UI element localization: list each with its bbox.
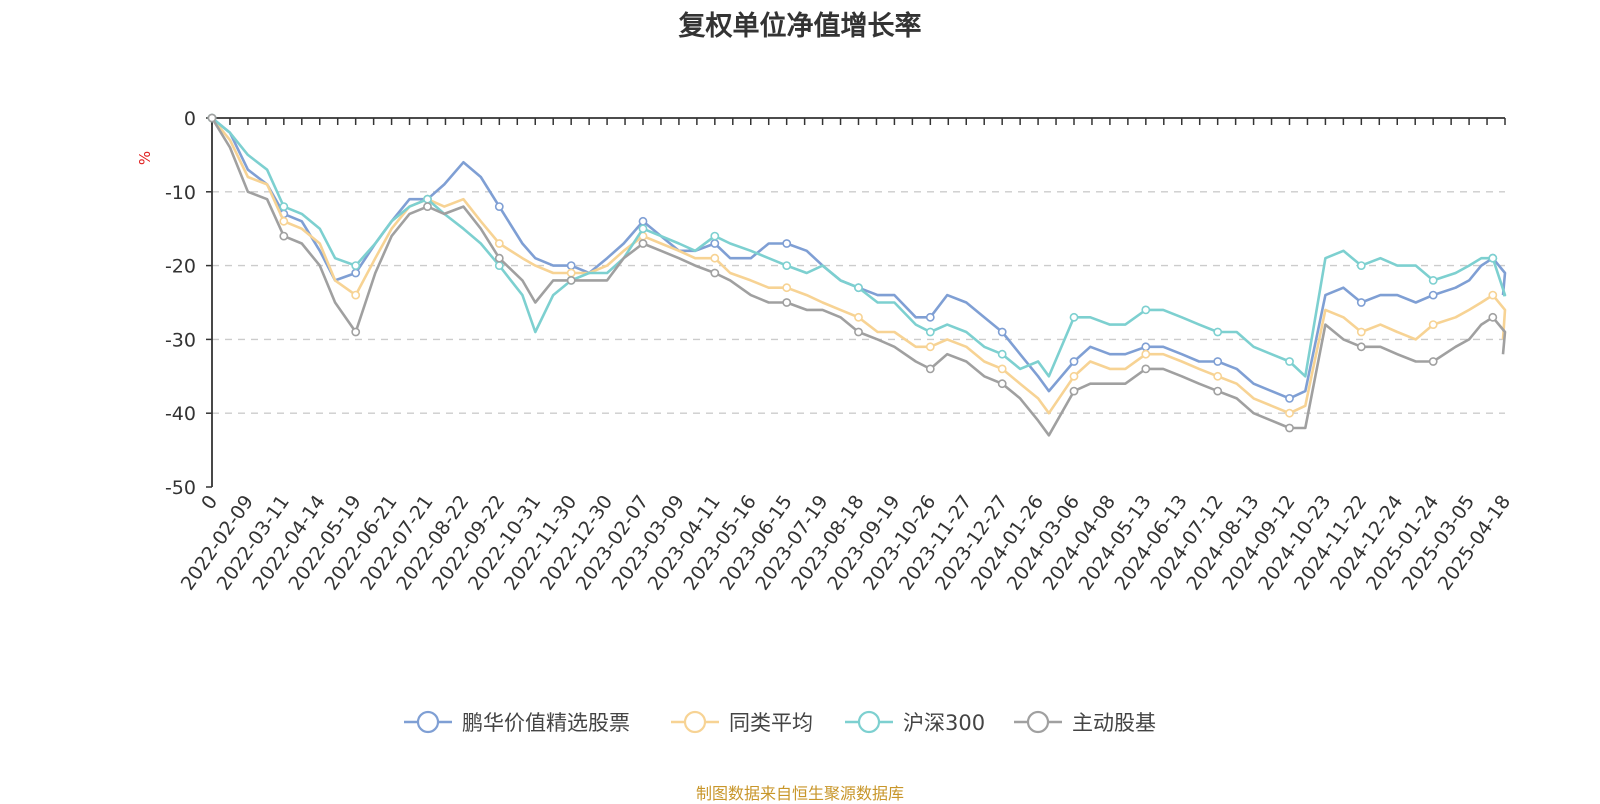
data-point	[710, 268, 720, 278]
data-point	[854, 283, 863, 293]
y-axis-label: %	[136, 151, 154, 165]
y-tick-label: -40	[165, 403, 196, 425]
data-point	[1428, 320, 1438, 329]
data-point	[997, 349, 1007, 359]
data-point	[1356, 327, 1366, 337]
data-point	[1069, 312, 1079, 322]
legend-marker	[683, 710, 707, 734]
data-point	[1356, 298, 1366, 307]
data-point	[207, 113, 217, 123]
data-point	[1141, 364, 1151, 374]
data-point	[997, 379, 1007, 389]
series-line-2	[211, 116, 1507, 378]
data-point	[638, 224, 648, 234]
data-point	[710, 253, 720, 263]
data-point	[566, 261, 576, 270]
data-point	[925, 342, 935, 352]
data-point	[423, 202, 432, 211]
data-point	[638, 239, 648, 248]
data-point	[351, 261, 361, 270]
series-lines	[207, 113, 1507, 437]
axes: 0-10-20-30-40-50%02022-02-092022-03-1120…	[136, 108, 1515, 594]
data-point	[423, 194, 432, 204]
data-point	[494, 253, 504, 263]
legend-label: 鹏华价值精选股票	[462, 711, 630, 735]
data-point	[782, 239, 792, 248]
data-point	[494, 239, 504, 248]
data-point	[1285, 357, 1294, 366]
data-point	[1213, 357, 1223, 366]
data-point	[1213, 386, 1223, 396]
x-tick-label: 0	[197, 491, 222, 514]
data-point	[710, 239, 720, 248]
data-point	[351, 268, 361, 278]
data-point	[997, 364, 1007, 374]
data-point	[1141, 305, 1151, 315]
data-point	[1488, 312, 1498, 322]
legend-label: 同类平均	[729, 711, 813, 735]
data-point	[1428, 275, 1438, 285]
legend[interactable]: 鹏华价值精选股票 同类平均 沪深300 主动股基	[404, 710, 1156, 735]
data-point	[782, 261, 792, 270]
data-point	[782, 283, 792, 293]
data-point	[782, 298, 792, 307]
y-tick-label: -10	[165, 182, 196, 204]
data-point	[1488, 290, 1498, 300]
data-point	[710, 231, 720, 241]
data-point	[1069, 371, 1079, 381]
data-point	[1356, 342, 1366, 352]
legend-marker	[416, 710, 440, 734]
series-line-1	[210, 117, 1507, 415]
data-point	[566, 275, 576, 285]
series-line-0	[211, 116, 1507, 400]
data-point	[1356, 261, 1366, 270]
data-point	[925, 327, 935, 337]
data-point	[997, 327, 1007, 337]
data-point	[1285, 423, 1294, 433]
data-point	[1285, 408, 1294, 418]
data-point	[351, 290, 361, 300]
data-point	[351, 327, 361, 337]
data-point	[1213, 371, 1223, 381]
data-point	[854, 312, 863, 322]
data-point	[279, 202, 289, 211]
data-point	[1069, 357, 1079, 366]
data-point	[638, 216, 648, 226]
data-point	[1069, 386, 1079, 396]
y-tick-label: 0	[184, 108, 196, 130]
data-point	[1285, 393, 1294, 403]
data-point	[854, 327, 863, 337]
data-point	[494, 202, 504, 211]
data-point	[925, 364, 935, 374]
chart-title: 复权单位净值增长率	[678, 11, 922, 42]
data-point	[279, 216, 289, 226]
data-point	[566, 268, 576, 278]
data-point	[925, 312, 935, 322]
data-point	[1141, 342, 1151, 352]
data-point	[1428, 290, 1438, 300]
data-point	[1213, 327, 1223, 337]
data-point	[1141, 349, 1151, 359]
legend-label: 主动股基	[1072, 711, 1156, 735]
y-tick-label: -20	[165, 256, 196, 278]
legend-marker	[1026, 710, 1050, 734]
data-point	[1488, 253, 1498, 263]
legend-marker	[857, 710, 881, 734]
source-note: 制图数据来自恒生聚源数据库	[695, 784, 904, 803]
legend-label: 沪深300	[903, 711, 985, 735]
y-tick-label: -30	[165, 329, 196, 351]
data-point	[279, 231, 289, 241]
y-tick-label: -50	[165, 477, 196, 499]
data-point	[494, 261, 504, 270]
data-point	[1428, 357, 1438, 366]
series-line-3	[210, 117, 1507, 437]
